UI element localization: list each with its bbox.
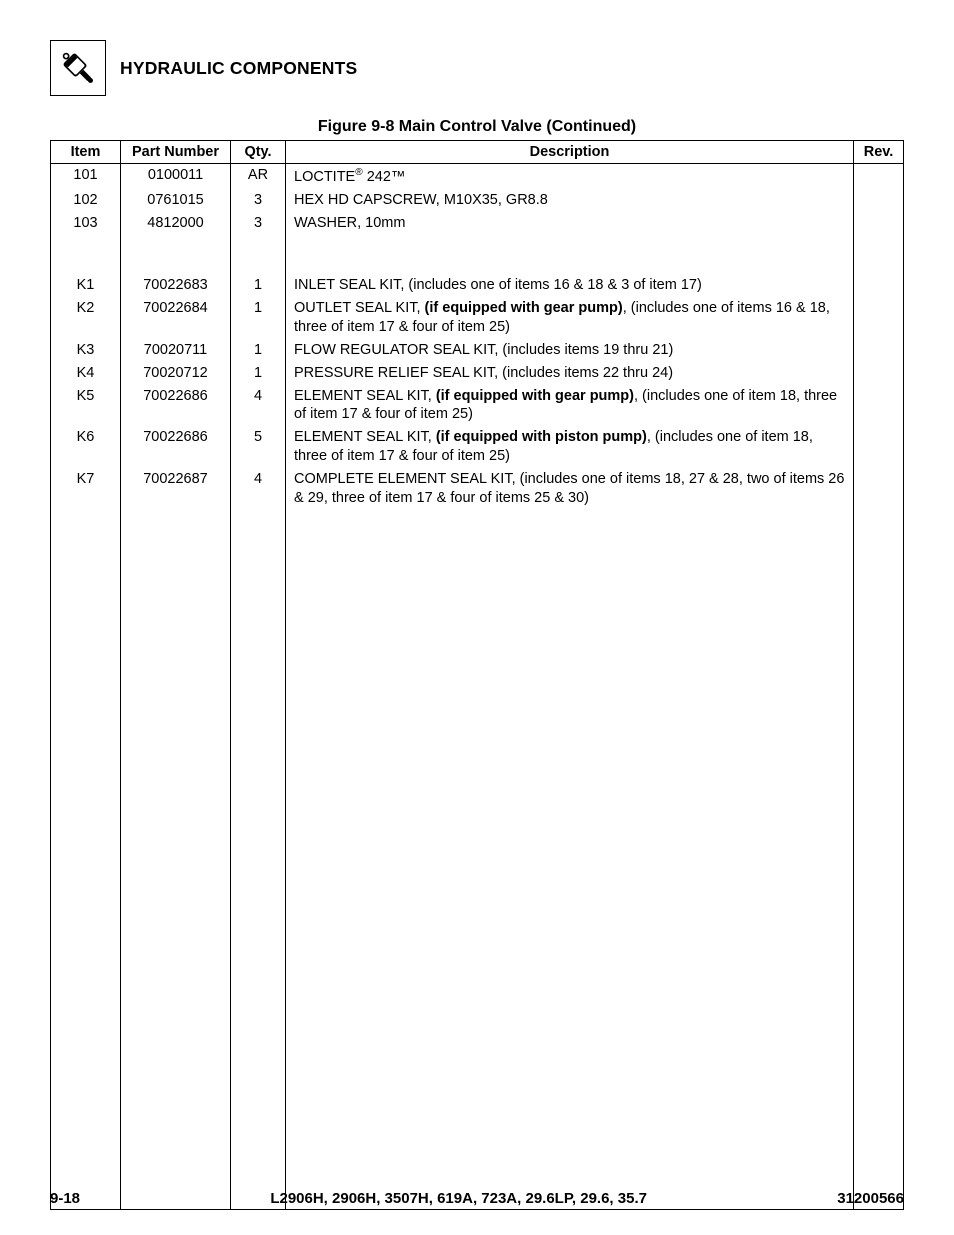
table-row: K2700226841OUTLET SEAL KIT, (if equipped…: [51, 297, 904, 339]
cell-item: K1: [51, 274, 121, 297]
cell-qty: 4: [231, 468, 286, 510]
col-header-item: Item: [51, 141, 121, 164]
cell-part: 70022683: [121, 274, 231, 297]
cell-rev: [854, 339, 904, 362]
table-row: K4700207121PRESSURE RELIEF SEAL KIT, (in…: [51, 362, 904, 385]
cell-part: 70020711: [121, 339, 231, 362]
cell-item: 103: [51, 212, 121, 235]
cell-qty: 1: [231, 274, 286, 297]
cell-qty: 5: [231, 426, 286, 468]
cell-desc: WASHER, 10mm: [286, 212, 854, 235]
footer-doc-number: 31200566: [837, 1190, 904, 1207]
cell-qty: 1: [231, 339, 286, 362]
cell-item: 102: [51, 189, 121, 212]
table-row: K5700226864ELEMENT SEAL KIT, (if equippe…: [51, 385, 904, 427]
cell-qty: 1: [231, 362, 286, 385]
cell-rev: [854, 426, 904, 468]
table-row: K3700207111FLOW REGULATOR SEAL KIT, (inc…: [51, 339, 904, 362]
col-header-part: Part Number: [121, 141, 231, 164]
cell-part: 0761015: [121, 189, 231, 212]
cell-item: K7: [51, 468, 121, 510]
cell-rev: [854, 164, 904, 189]
col-header-desc: Description: [286, 141, 854, 164]
cell-rev: [854, 362, 904, 385]
cell-part: 70022686: [121, 385, 231, 427]
cell-item: K3: [51, 339, 121, 362]
table-row: [51, 234, 904, 274]
cell-qty: 4: [231, 385, 286, 427]
cell-desc: INLET SEAL KIT, (includes one of items 1…: [286, 274, 854, 297]
footer-models: L2906H, 2906H, 3507H, 619A, 723A, 29.6LP…: [270, 1190, 647, 1207]
table-row: K6700226865ELEMENT SEAL KIT, (if equippe…: [51, 426, 904, 468]
cell-qty: AR: [231, 164, 286, 189]
cell-part: 0100011: [121, 164, 231, 189]
footer-page-number: 9-18: [50, 1190, 80, 1207]
figure-title: Figure 9-8 Main Control Valve (Continued…: [50, 118, 904, 136]
cell-part: 70020712: [121, 362, 231, 385]
cell-part: 70022684: [121, 297, 231, 339]
section-title: HYDRAULIC COMPONENTS: [120, 58, 357, 79]
cell-rev: [854, 212, 904, 235]
col-header-qty: Qty.: [231, 141, 286, 164]
hydraulic-cylinder-icon: [50, 40, 106, 96]
cell-part: 4812000: [121, 212, 231, 235]
table-row: K7700226874COMPLETE ELEMENT SEAL KIT, (i…: [51, 468, 904, 510]
cell-item: K6: [51, 426, 121, 468]
table-row: 1010100011ARLOCTITE® 242™: [51, 164, 904, 189]
cell-item: K2: [51, 297, 121, 339]
cell-rev: [854, 274, 904, 297]
cell-rev: [854, 385, 904, 427]
table-row: 10207610153HEX HD CAPSCREW, M10X35, GR8.…: [51, 189, 904, 212]
header: HYDRAULIC COMPONENTS: [50, 40, 904, 96]
table-body: 1010100011ARLOCTITE® 242™10207610153HEX …: [51, 164, 904, 1210]
footer: 9-18 L2906H, 2906H, 3507H, 619A, 723A, 2…: [50, 1190, 904, 1207]
cell-desc: HEX HD CAPSCREW, M10X35, GR8.8: [286, 189, 854, 212]
cell-qty: 1: [231, 297, 286, 339]
table-row: K1700226831INLET SEAL KIT, (includes one…: [51, 274, 904, 297]
cell-desc: COMPLETE ELEMENT SEAL KIT, (includes one…: [286, 468, 854, 510]
cell-desc: ELEMENT SEAL KIT, (if equipped with pist…: [286, 426, 854, 468]
table-row: 10348120003WASHER, 10mm: [51, 212, 904, 235]
cell-qty: 3: [231, 212, 286, 235]
cell-desc: LOCTITE® 242™: [286, 164, 854, 189]
cell-rev: [854, 189, 904, 212]
table-header-row: Item Part Number Qty. Description Rev.: [51, 141, 904, 164]
cell-rev: [854, 297, 904, 339]
page: HYDRAULIC COMPONENTS Figure 9-8 Main Con…: [0, 0, 954, 1235]
cell-item: 101: [51, 164, 121, 189]
parts-table: Item Part Number Qty. Description Rev. 1…: [50, 140, 904, 1210]
cell-desc: OUTLET SEAL KIT, (if equipped with gear …: [286, 297, 854, 339]
cell-item: K4: [51, 362, 121, 385]
cell-rev: [854, 468, 904, 510]
cell-part: 70022687: [121, 468, 231, 510]
cell-desc: FLOW REGULATOR SEAL KIT, (includes items…: [286, 339, 854, 362]
table-filler: [51, 510, 904, 1210]
cell-desc: ELEMENT SEAL KIT, (if equipped with gear…: [286, 385, 854, 427]
col-header-rev: Rev.: [854, 141, 904, 164]
cell-qty: 3: [231, 189, 286, 212]
cell-desc: PRESSURE RELIEF SEAL KIT, (includes item…: [286, 362, 854, 385]
cell-part: 70022686: [121, 426, 231, 468]
cell-item: K5: [51, 385, 121, 427]
